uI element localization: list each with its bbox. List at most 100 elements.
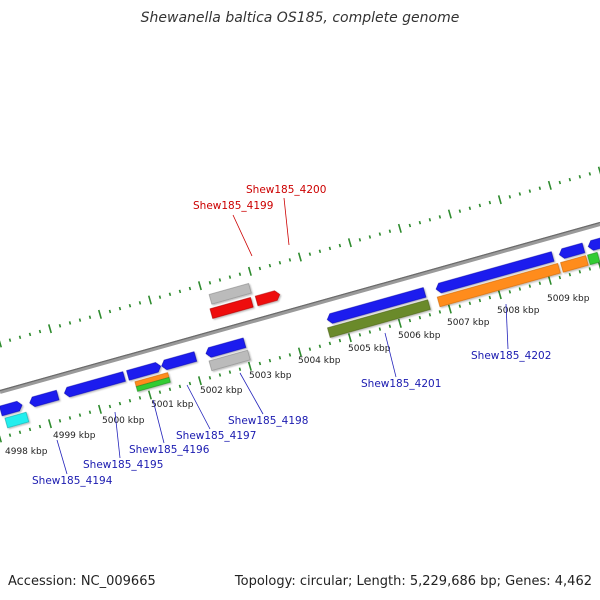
ruler-tick xyxy=(538,281,542,285)
ruler-tick xyxy=(578,175,582,179)
scale-label: 5004 kbp xyxy=(298,356,341,366)
gene-arrow-forward[interactable] xyxy=(126,361,162,381)
ruler-tick xyxy=(388,324,392,328)
ruler-tick xyxy=(328,341,332,346)
ruler-tick xyxy=(528,284,532,288)
gene-arrow-reverse[interactable] xyxy=(28,389,60,407)
gene-arrow-forward[interactable] xyxy=(0,400,23,417)
gene-arrow-reverse[interactable] xyxy=(326,287,427,325)
ruler-tick xyxy=(568,272,572,277)
ruler-tick xyxy=(258,361,262,366)
ruler-tick xyxy=(168,292,172,297)
scale-label: 5009 kbp xyxy=(547,294,590,304)
scale-label: 5007 kbp xyxy=(447,318,490,328)
gene-arrow-reverse[interactable] xyxy=(63,371,126,398)
ruler-tick xyxy=(408,318,412,323)
ruler-tick xyxy=(88,315,92,319)
gene-label-4197[interactable]: Shew185_4197 xyxy=(176,430,256,442)
ruler-tick xyxy=(228,370,232,374)
ruler-tick xyxy=(268,263,272,268)
ruler-tick xyxy=(508,290,512,294)
ruler-tick xyxy=(78,318,82,322)
ruler-tick xyxy=(318,344,322,349)
leader-line-red xyxy=(232,214,253,257)
ruler-tick xyxy=(568,177,572,182)
ruler-tick xyxy=(108,309,112,314)
ruler-tick xyxy=(147,295,152,305)
ruler-tick xyxy=(58,419,62,423)
scale-label: 5001 kbp xyxy=(151,400,194,410)
gene-label-4196[interactable]: Shew185_4196 xyxy=(129,444,210,456)
ruler-tick xyxy=(397,223,402,233)
ruler-tick xyxy=(288,258,292,262)
ruler-tick xyxy=(68,416,72,420)
ruler-tick xyxy=(297,252,302,262)
gene-arrow-reverse[interactable] xyxy=(205,337,247,358)
red-feature[interactable] xyxy=(209,297,254,319)
ruler-tick xyxy=(58,324,62,328)
orange-feature[interactable] xyxy=(560,255,589,273)
ruler-tick xyxy=(318,249,322,254)
ruler-tick xyxy=(88,410,92,414)
ruler-tick xyxy=(128,303,132,308)
scale-label: 4999 kbp xyxy=(53,431,96,441)
scale-label: 5006 kbp xyxy=(398,331,441,341)
gene-arrow-reverse[interactable] xyxy=(587,235,600,251)
red-gene-arrow[interactable] xyxy=(254,290,281,307)
genome-backbone xyxy=(0,222,600,394)
ruler-tick xyxy=(368,235,372,239)
scale-label: 4998 kbp xyxy=(5,447,48,457)
leader-line xyxy=(152,399,165,444)
orange-feature[interactable] xyxy=(436,263,561,308)
gene-label-4201[interactable]: Shew185_4201 xyxy=(361,378,441,390)
genome-summary-text: Topology: circular; Length: 5,229,686 bp… xyxy=(234,574,592,589)
ruler-tick xyxy=(288,353,292,357)
accession-text: Accession: NC_009665 xyxy=(8,574,156,589)
ruler-tick xyxy=(68,321,72,325)
ruler-tick xyxy=(178,289,182,294)
gray-feature[interactable] xyxy=(208,349,251,372)
ruler-tick xyxy=(238,272,242,276)
ruler-tick xyxy=(97,404,102,414)
green-feature[interactable] xyxy=(587,251,600,266)
ruler-tick xyxy=(18,430,22,435)
ruler-tick xyxy=(547,275,552,285)
ruler-tick xyxy=(428,313,432,317)
gene-label-4198[interactable]: Shew185_4198 xyxy=(228,415,308,427)
gene-label-4202[interactable]: Shew185_4202 xyxy=(471,350,551,362)
ruler-tick xyxy=(347,333,352,343)
gene-label-4199[interactable]: Shew185_4199 xyxy=(193,200,273,212)
ruler-tick xyxy=(28,427,32,432)
gene-label-4194[interactable]: Shew185_4194 xyxy=(32,475,113,487)
ruler-tick xyxy=(208,281,212,285)
leader-line xyxy=(186,384,211,430)
gene-label-4200[interactable]: Shew185_4200 xyxy=(246,184,326,196)
ruler-tick xyxy=(447,209,452,219)
ruler-tick xyxy=(518,192,522,196)
gene-arrow-reverse[interactable] xyxy=(558,242,586,259)
ruler-tick xyxy=(428,218,432,222)
leader-line xyxy=(114,411,121,459)
ruler-tick xyxy=(447,304,452,314)
ruler-tick xyxy=(388,229,392,233)
ruler-tick xyxy=(547,180,552,190)
ruler-tick xyxy=(418,315,422,320)
ruler-tick xyxy=(228,275,232,279)
leader-line xyxy=(505,303,509,350)
ruler-tick xyxy=(488,295,492,300)
ruler-tick xyxy=(497,290,502,300)
gene-arrow-reverse[interactable] xyxy=(435,251,555,294)
ruler-tick xyxy=(38,329,42,334)
ruler-tick xyxy=(518,287,522,291)
ruler-tick xyxy=(578,270,582,274)
gene-label-4195[interactable]: Shew185_4195 xyxy=(83,459,163,471)
gray-feature[interactable] xyxy=(208,283,252,305)
green-feature[interactable] xyxy=(135,377,171,392)
outer-ruler-ticks xyxy=(0,166,600,348)
inner-ruler-ticks xyxy=(0,261,600,443)
ruler-tick xyxy=(458,209,462,213)
cyan-feature[interactable] xyxy=(4,411,30,429)
olive-feature[interactable] xyxy=(327,299,431,338)
gene-arrow-reverse[interactable] xyxy=(160,351,198,371)
